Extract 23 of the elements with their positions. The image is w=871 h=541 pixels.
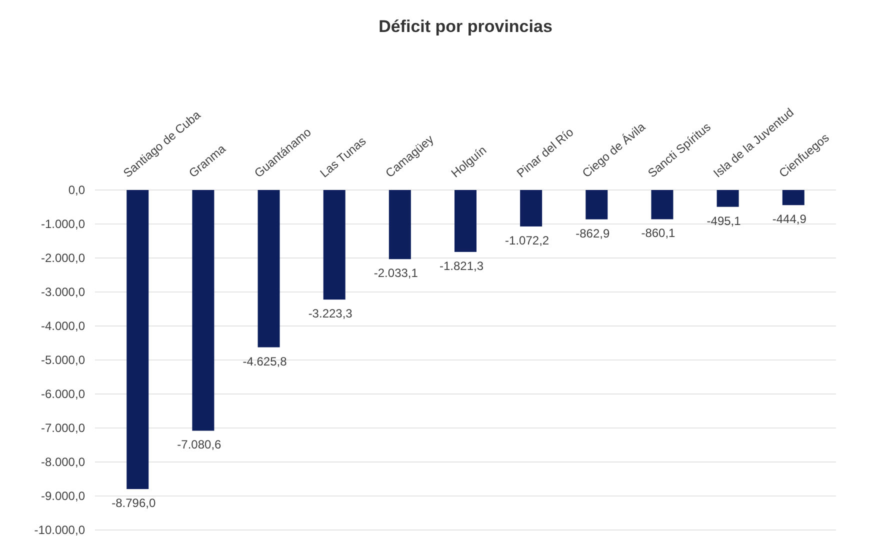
y-tick-label: -8.000,0 <box>40 455 86 470</box>
data-label: -495,1 <box>706 214 742 228</box>
chart-title: Déficit por provincias <box>378 17 552 36</box>
data-label: -1.072,2 <box>505 233 550 248</box>
y-tick-label: -5.000,0 <box>40 353 86 368</box>
data-label: -7.080,6 <box>177 438 222 452</box>
y-tick-label: -9.000,0 <box>40 489 86 504</box>
y-tick-label: -3.000,0 <box>40 285 86 300</box>
data-label: -2.033,1 <box>374 266 418 280</box>
y-tick-label: -7.000,0 <box>40 421 86 436</box>
y-tick-label: -4.000,0 <box>40 319 86 334</box>
y-tick-label: -10.000,0 <box>34 523 86 538</box>
y-tick-label: -6.000,0 <box>40 387 86 402</box>
y-tick-label: -2.000,0 <box>40 251 86 266</box>
data-label: -1.821,3 <box>439 258 484 273</box>
data-label: -3.223,3 <box>308 306 353 321</box>
data-label: -862,9 <box>576 226 610 240</box>
data-label: -4.625,8 <box>242 354 288 368</box>
y-tick-label: -1.000,0 <box>40 217 86 232</box>
y-tick-label: 0,0 <box>68 183 86 198</box>
data-label: -8.796,0 <box>112 496 156 510</box>
data-label: -444,9 <box>772 212 807 226</box>
data-label: -860,1 <box>641 226 676 240</box>
